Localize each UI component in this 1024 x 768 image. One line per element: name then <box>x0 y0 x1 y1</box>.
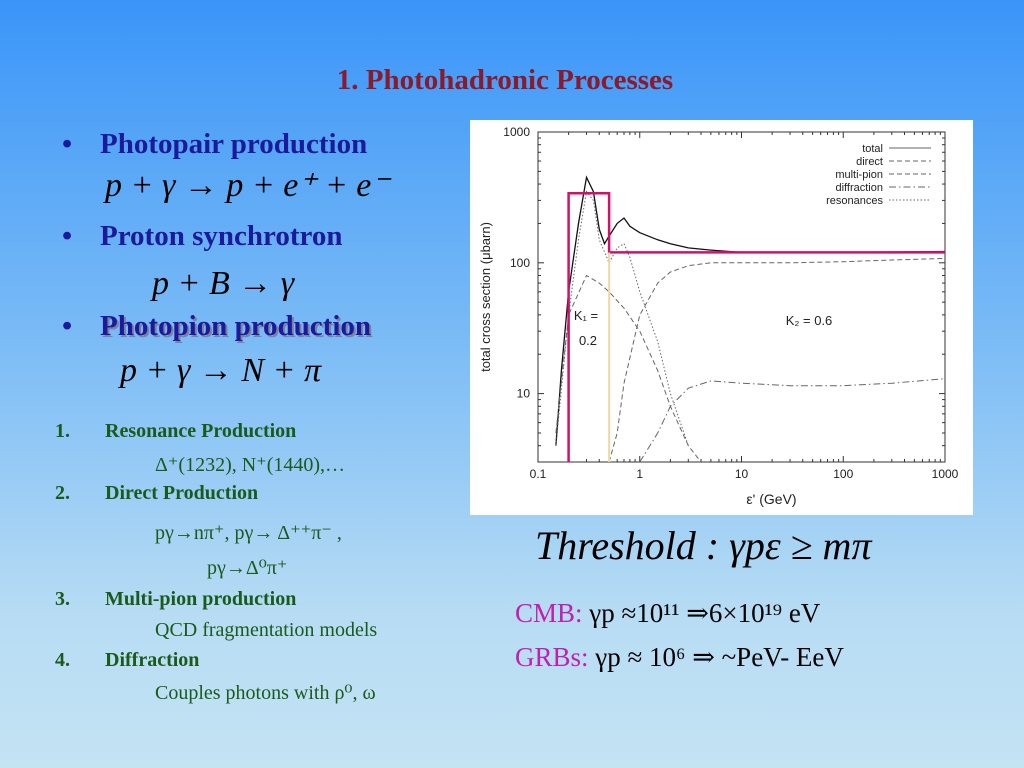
series-total <box>555 175 946 446</box>
x-tick-label: 1000 <box>932 467 959 481</box>
list-number: 2. <box>55 482 70 504</box>
grbs-line: GRBs: γp ≈ 10⁶ ⇒ ~PeV- EeV <box>515 642 844 673</box>
cmb-line: CMB: γp ≈10¹¹ ⇒6×10¹⁹ eV <box>515 598 820 629</box>
list-number: 1. <box>55 420 70 442</box>
y-tick-label: 100 <box>510 256 530 270</box>
bullet-label: Photopair production <box>100 128 368 160</box>
chart-svg: 0.1 1 10 100 1000 10 100 1000 total cross sectio… <box>478 125 959 507</box>
bullet-photopair: • Photopair production <box>62 128 367 161</box>
slide-title: 1. Photohadronic Processes <box>336 64 674 96</box>
list-item-direct: 2. Direct Production <box>55 482 258 505</box>
y-tick-label: 10 <box>517 387 531 401</box>
series-resonances <box>555 190 689 446</box>
list-label: Multi-pion production <box>105 588 297 610</box>
list-detail: Δ⁺(1232), N⁺(1440),… <box>155 454 346 476</box>
annotation-k1: K₁ = <box>574 308 598 323</box>
list-detail: QCD fragmentation models <box>155 619 378 641</box>
y-axis-label: total cross section (μbarn) <box>478 222 493 372</box>
series-diffraction <box>639 378 946 463</box>
grbs-label: GRBs: <box>515 642 589 672</box>
legend-label: total <box>862 143 883 155</box>
bullet-photopion: • Photopion production <box>62 310 371 343</box>
list-number: 4. <box>55 649 70 671</box>
x-tick-label: 0.1 <box>530 467 547 481</box>
list-detail: pγ→nπ⁺, pγ→ Δ⁺⁺π⁻ , <box>155 522 342 544</box>
cross-section-chart: 0.1 1 10 100 1000 10 100 1000 total cross sectio… <box>470 120 973 515</box>
cmb-label: CMB: <box>515 598 583 628</box>
legend-label: multi-pion <box>835 169 883 181</box>
threshold-step-line <box>567 192 945 462</box>
x-tick-label: 10 <box>735 467 749 481</box>
cmb-text: γp ≈10¹¹ ⇒6×10¹⁹ eV <box>589 598 821 628</box>
plot-frame <box>537 131 946 463</box>
annotation-k2: K₂ = 0.6 <box>786 313 833 328</box>
legend-label: direct <box>856 156 883 168</box>
legend-label: resonances <box>826 195 883 207</box>
bullet-dot: • <box>62 220 73 252</box>
list-item-multipion: 3. Multi-pion production <box>55 588 296 611</box>
y-tick-label: 1000 <box>503 125 530 139</box>
series-direct <box>555 274 702 463</box>
list-number: 3. <box>55 588 70 610</box>
list-label: Direct Production <box>105 482 259 504</box>
x-axis-label: ε' (GeV) <box>746 491 796 507</box>
bullet-label: Proton synchrotron <box>100 220 343 252</box>
equation-photopion: p + γ → N + π <box>120 352 321 389</box>
list-item-resonance: 1. Resonance Production <box>55 420 296 443</box>
grbs-text: γp ≈ 10⁶ ⇒ ~PeV- EeV <box>595 642 844 672</box>
bullet-synchrotron: • Proton synchrotron <box>62 220 343 253</box>
list-label: Resonance Production <box>105 420 297 442</box>
list-item-diffraction: 4. Diffraction <box>55 649 199 672</box>
list-detail: pγ→Δ⁰π⁺ <box>207 557 288 579</box>
x-tick-label: 100 <box>833 467 853 481</box>
series-multi-pion <box>608 257 946 463</box>
bullet-dot: • <box>62 128 73 160</box>
list-label: Diffraction <box>105 649 200 671</box>
list-detail: Couples photons with ρ⁰, ω <box>155 682 376 704</box>
annotation-k1-value: 0.2 <box>579 333 597 348</box>
bullet-dot: • <box>62 310 73 342</box>
x-tick-label: 1 <box>636 467 643 481</box>
equation-synchrotron: p + B → γ <box>152 265 295 302</box>
legend-label: diffraction <box>836 182 884 194</box>
equation-photopair: p + γ → p + e⁺ + e⁻ <box>105 167 390 204</box>
threshold-formula: Threshold : γpε ≥ mπ <box>535 523 872 568</box>
bullet-label: Photopion production <box>100 310 372 342</box>
